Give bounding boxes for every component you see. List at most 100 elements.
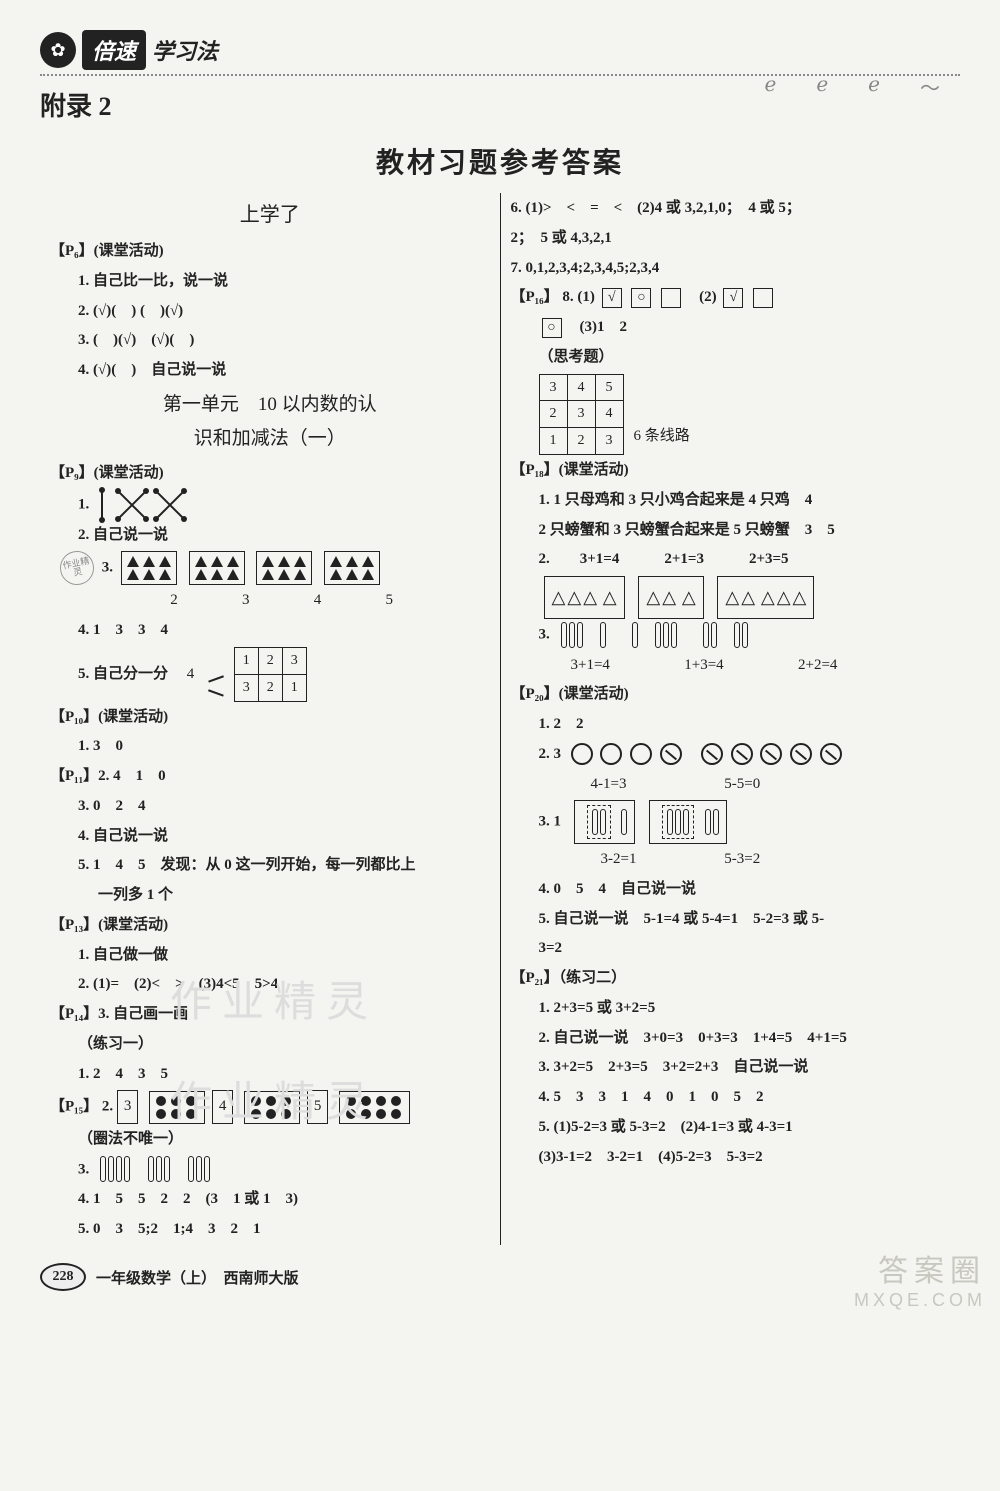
p20-label: 【P₂₀】(课堂活动) bbox=[511, 681, 951, 709]
p15-row: 【P₁₅】 2. 3 4 5 bbox=[50, 1090, 490, 1124]
eq: 2+2=4 bbox=[798, 652, 908, 680]
brand-sub: 学习法 bbox=[152, 34, 218, 66]
p20-l3-num: 3. 1 bbox=[539, 814, 562, 830]
p18-triangles: △△△ △ △△ △ △△ △△△ bbox=[511, 576, 951, 619]
unit-title-1: 第一单元 10 以内数的认 bbox=[50, 391, 490, 420]
stick-dashed bbox=[662, 805, 694, 839]
p10-label: 【P₁₀】(课堂活动) bbox=[50, 704, 490, 732]
p18-l1b: 2 只螃蟹和 3 只螃蟹合起来是 5 只螃蟹 3 5 bbox=[511, 517, 951, 545]
p14-l1: 1. 2 4 3 5 bbox=[50, 1061, 490, 1089]
spiral-icon: ℯ bbox=[816, 72, 828, 101]
circle-slash-icon bbox=[660, 743, 682, 765]
cell: 5 bbox=[595, 374, 623, 401]
circle-slash-icon bbox=[760, 743, 782, 765]
circle-box: ○ bbox=[631, 288, 651, 308]
check-box: √ bbox=[602, 288, 622, 308]
cell: 4 bbox=[567, 374, 595, 401]
p18-label: 【P₁₈】(课堂活动) bbox=[511, 457, 951, 485]
p9-l1-num: 1. bbox=[78, 496, 89, 512]
circle-box: ○ bbox=[542, 318, 562, 338]
tri-wrap: △△△ △ bbox=[544, 576, 625, 619]
num-badge: 3 bbox=[117, 1090, 139, 1124]
stick-group bbox=[702, 621, 718, 649]
p21-l1: 1. 2+3=5 或 3+2=5 bbox=[511, 995, 951, 1023]
triangle-box bbox=[324, 551, 380, 585]
x-shape-icon bbox=[155, 490, 185, 520]
tri-label: 2 bbox=[140, 587, 208, 615]
spiral-icon: ℯ bbox=[868, 72, 880, 101]
p20-l3: 3. 1 bbox=[511, 800, 951, 844]
p21-l5b: (3)3-1=2 3-2=1 (4)5-2=3 5-3=2 bbox=[511, 1144, 951, 1172]
dot-box bbox=[339, 1091, 410, 1124]
p20-eq2-row: 4-1=3 5-5=0 bbox=[511, 771, 951, 799]
p9-line4: 4. 1 3 3 4 bbox=[50, 617, 490, 645]
cell: 4 bbox=[595, 401, 623, 428]
split-num: 4 bbox=[187, 666, 195, 682]
p14-l3: 3. 自己画一画 bbox=[98, 1006, 188, 1022]
p15-note: （圈法不唯一） bbox=[50, 1126, 490, 1154]
p15-l3: 3. bbox=[50, 1156, 490, 1184]
cell: 3 bbox=[282, 647, 306, 674]
triangle-box bbox=[121, 551, 177, 585]
p13-l2: 2. (1)= (2)< > (3)4<5 5>4 bbox=[50, 971, 490, 999]
p20-l5a: 5. 自己说一说 5-1=4 或 5-4=1 5-2=3 或 5- bbox=[511, 906, 951, 934]
p18-l3-num: 3. bbox=[539, 627, 550, 643]
spiral-icon: ℯ bbox=[764, 72, 776, 101]
p14-label: 【P₁₄】 bbox=[50, 1006, 98, 1022]
circle-icon bbox=[571, 743, 593, 765]
r-l7: 7. 0,1,2,3,4;2,3,4,5;2,3,4 bbox=[511, 255, 951, 283]
cell: 1 bbox=[234, 647, 258, 674]
p6-label: 【P₆】(课堂活动) bbox=[50, 238, 490, 266]
p13-label: 【P₁₃】(课堂活动) bbox=[50, 912, 490, 940]
stick-group bbox=[187, 1156, 211, 1184]
p20-l1: 1. 2 2 bbox=[511, 711, 951, 739]
brand-main: 倍速 bbox=[82, 30, 146, 70]
x-shape-icon bbox=[117, 490, 147, 520]
think-label: （思考题） bbox=[511, 344, 951, 372]
circle-icon bbox=[600, 743, 622, 765]
p10-line1: 1. 3 0 bbox=[50, 733, 490, 761]
stick-group bbox=[599, 621, 607, 649]
right-column: 6. (1)> < = < (2)4 或 3,2,1,0； 4 或 5； 2； … bbox=[501, 193, 961, 1245]
stick-group bbox=[147, 1156, 171, 1184]
p11-row: 【P₁₁】2. 4 1 0 bbox=[50, 763, 490, 791]
eq: 4-1=3 bbox=[591, 771, 721, 799]
p6-line4: 4. (√)( ) 自己说一说 bbox=[50, 357, 490, 385]
footer: 228 一年级数学（上） 西南师大版 bbox=[40, 1263, 960, 1291]
p16-l8b: (2) bbox=[699, 289, 717, 305]
circle-slash-icon bbox=[731, 743, 753, 765]
unit-title-2: 识和加减法（一） bbox=[50, 425, 490, 454]
num-badge: 4 bbox=[212, 1090, 234, 1124]
cell: 3 bbox=[539, 374, 567, 401]
p9-l3-num: 3. bbox=[102, 560, 113, 576]
corner-wm-1: 答案圈 bbox=[854, 1246, 986, 1290]
p11-label: 【P₁₁】 bbox=[50, 768, 98, 784]
triangle-box bbox=[256, 551, 312, 585]
p20-l2: 2. 3 bbox=[511, 741, 951, 769]
empty-box bbox=[661, 288, 681, 308]
triangle-box bbox=[189, 551, 245, 585]
p15-l5: 5. 0 3 5;2 1;4 3 2 1 bbox=[50, 1216, 490, 1244]
circle-slash-icon bbox=[701, 743, 723, 765]
p15-l4: 4. 1 5 5 2 2 (3 1 或 1 3) bbox=[50, 1186, 490, 1214]
eq: 3-2=1 bbox=[601, 846, 721, 874]
p9-line3: 作业精灵 3. bbox=[50, 551, 490, 585]
p9-label: 【P₉】(课堂活动) bbox=[50, 460, 490, 488]
p6-line1: 1. 自己比一比，说一说 bbox=[50, 268, 490, 296]
split-table: 123 321 bbox=[234, 647, 307, 702]
p11-l5a: 5. 1 4 5 发现：从 0 这一列开始，每一列都比上 bbox=[50, 852, 490, 880]
tri-wrap: △△ △△△ bbox=[717, 576, 814, 619]
circle-slash-icon bbox=[820, 743, 842, 765]
cell: 3 bbox=[595, 428, 623, 455]
p21-l5a: 5. (1)5-2=3 或 5-3=2 (2)4-1=3 或 4-3=1 bbox=[511, 1114, 951, 1142]
p13-l1: 1. 自己做一做 bbox=[50, 942, 490, 970]
p20-l4: 4. 0 5 4 自己说一说 bbox=[511, 876, 951, 904]
cell: 1 bbox=[539, 428, 567, 455]
corner-watermark: 答案圈 MXQE.COM bbox=[854, 1246, 986, 1311]
brand-logo-icon: ✿ bbox=[40, 32, 76, 68]
stick-group bbox=[560, 621, 584, 649]
footer-text: 一年级数学（上） 西南师大版 bbox=[96, 1267, 299, 1288]
tri-label: 4 bbox=[284, 587, 352, 615]
cell: 3 bbox=[234, 674, 258, 701]
p20-l2-num: 2. 3 bbox=[539, 746, 562, 762]
